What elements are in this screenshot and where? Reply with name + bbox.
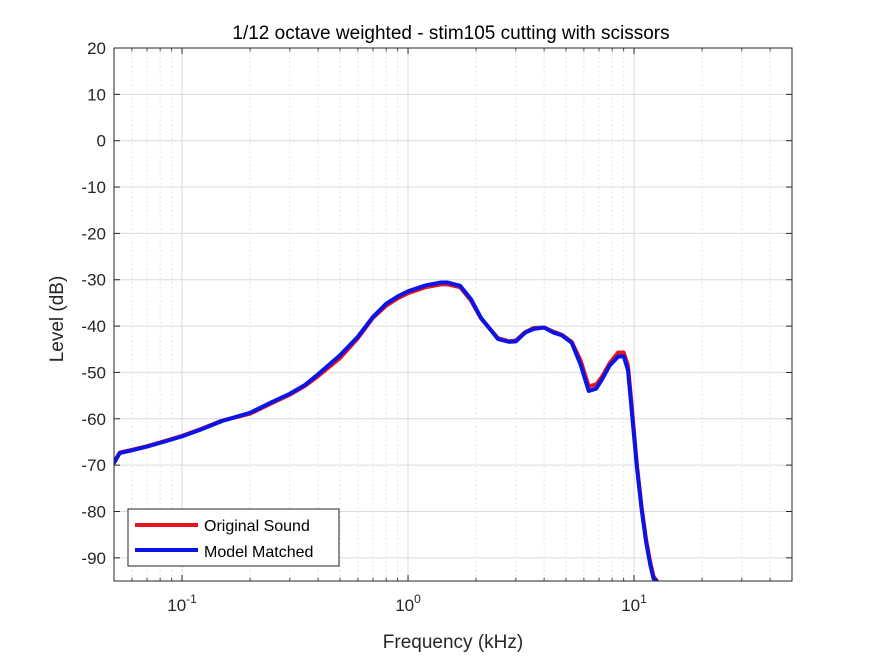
legend-box	[127, 508, 340, 567]
x-tick-label: 100	[395, 592, 421, 615]
y-tick-label: -80	[81, 502, 106, 521]
y-tick-label: -90	[81, 549, 106, 568]
y-tick-label: 20	[87, 39, 106, 58]
legend-label-model-matched: Model Matched	[204, 544, 313, 561]
y-tick-label: 0	[97, 132, 106, 151]
legend: Original Sound Model Matched	[127, 508, 340, 567]
chart-title: 1/12 octave weighted - stim105 cutting w…	[232, 23, 669, 44]
y-tick-label: -70	[81, 456, 106, 475]
plot-area	[114, 48, 792, 581]
x-tick-labels: 10-1 100 101	[167, 592, 647, 615]
series-layer	[114, 280, 659, 581]
y-tick-label: -50	[81, 363, 106, 382]
y-tick-label: -20	[81, 224, 106, 243]
y-tick-label: -10	[81, 178, 106, 197]
series-line-model-matched	[114, 280, 659, 581]
axes-box	[113, 47, 793, 582]
axis-ticks	[114, 47, 792, 581]
legend-label-original-sound: Original Sound	[204, 518, 310, 535]
y-tick-label: -30	[81, 271, 106, 290]
y-tick-label: 10	[87, 85, 106, 104]
y-tick-label: -40	[81, 317, 106, 336]
x-tick-label: 10-1	[167, 592, 197, 615]
x-tick-label: 101	[621, 592, 647, 615]
y-tick-labels: 20 10 0 -10 -20 -30 -40 -50 -60 -70 -80 -90	[81, 39, 106, 568]
y-tick-label: -60	[81, 410, 106, 429]
x-axis-label: Frequency (kHz)	[383, 632, 523, 653]
y-axis-label: Level (dB)	[47, 276, 68, 363]
